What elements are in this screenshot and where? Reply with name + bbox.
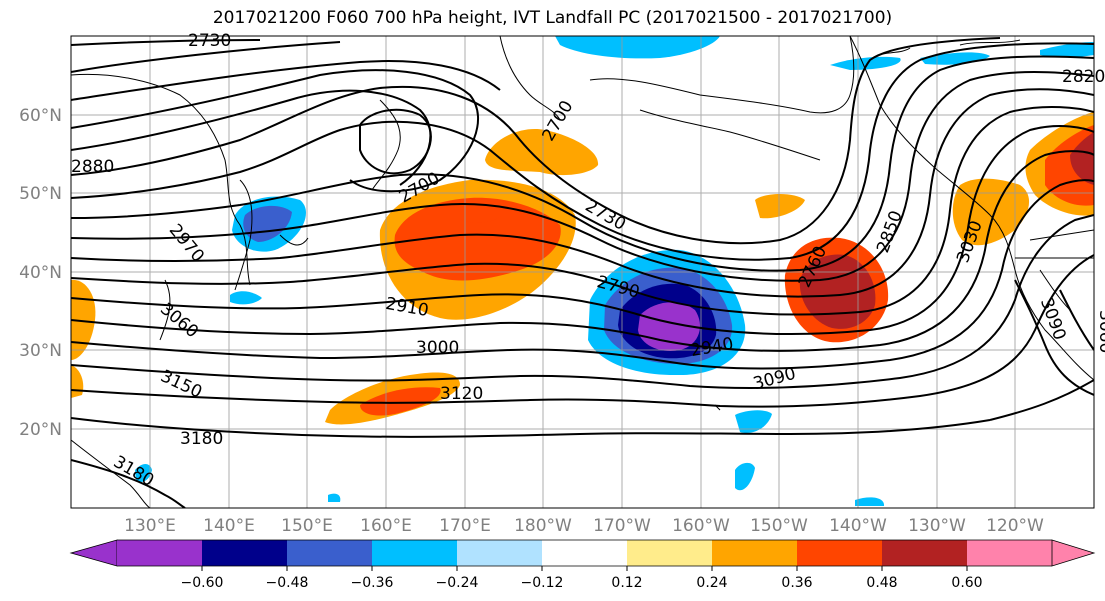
lon-labels: 130°E 140°E 150°E 160°E 170°E 180°W 170°… xyxy=(124,516,1044,536)
lon-label: 170°E xyxy=(439,516,491,536)
colorbar-tick-label: −0.12 xyxy=(521,575,564,591)
colorbar-outline xyxy=(117,539,1052,567)
contour-label: 3060 xyxy=(1095,310,1105,353)
lat-label: 30°N xyxy=(19,341,62,361)
lon-label: 150°E xyxy=(281,516,333,536)
colorbar-extend-low xyxy=(69,539,118,567)
contour-label: 3180 xyxy=(180,429,223,449)
lon-label: 180°W xyxy=(514,516,572,536)
colorbar-tick-label: −0.60 xyxy=(181,575,224,591)
contour-label: 2880 xyxy=(71,157,114,177)
contour-label: 2730 xyxy=(188,31,231,51)
contour-label: 2820 xyxy=(1062,67,1105,87)
lon-label: 130°E xyxy=(124,516,176,536)
lat-label: 40°N xyxy=(19,263,62,283)
colorbar-tick-label: 0.12 xyxy=(611,575,642,591)
lon-label: 170°W xyxy=(593,516,651,536)
colorbar-tick-label: 0.60 xyxy=(951,575,982,591)
contour-label: 3000 xyxy=(416,338,459,358)
map-frame xyxy=(70,35,1095,509)
colorbar-bin xyxy=(117,540,202,566)
lon-label: 160°W xyxy=(672,516,730,536)
colorbar-tick-label: −0.36 xyxy=(351,575,394,591)
colorbar-bin xyxy=(287,540,372,566)
lon-label: 130°W xyxy=(908,516,966,536)
lon-label: 150°W xyxy=(750,516,808,536)
colorbar-bin xyxy=(627,540,712,566)
lon-label: 160°E xyxy=(360,516,412,536)
chart-title: 2017021200 F060 700 hPa height, IVT Land… xyxy=(212,8,893,28)
colorbar-bin xyxy=(202,540,287,566)
lon-label: 120°W xyxy=(986,516,1044,536)
colorbar: −0.60 −0.48 −0.36 −0.24 −0.12 0.12 0.24 … xyxy=(69,539,1096,591)
colorbar-bin xyxy=(967,540,1052,566)
lat-label: 20°N xyxy=(19,420,62,440)
colorbar-bin xyxy=(797,540,882,566)
colorbar-tick-label: 0.48 xyxy=(866,575,897,591)
colorbar-bin xyxy=(457,540,542,566)
contour-label: 3120 xyxy=(440,384,483,404)
colorbar-extend-high xyxy=(1051,539,1096,567)
lon-label: 140°E xyxy=(203,516,255,536)
colorbar-tick-label: −0.24 xyxy=(436,575,479,591)
colorbar-bin xyxy=(882,540,967,566)
lon-label: 140°W xyxy=(829,516,887,536)
lat-label: 60°N xyxy=(19,106,62,126)
colorbar-tick-label: −0.48 xyxy=(266,575,309,591)
colorbar-bin xyxy=(542,540,627,566)
lat-label: 50°N xyxy=(19,184,62,204)
colorbar-tick-label: 0.24 xyxy=(696,575,727,591)
lat-labels: 60°N 50°N 40°N 30°N 20°N xyxy=(19,106,62,440)
colorbar-bin xyxy=(372,540,457,566)
coastlines xyxy=(71,36,1094,508)
colorbar-bin xyxy=(712,540,797,566)
height-contours xyxy=(71,37,1094,508)
colorbar-tick-label: 0.36 xyxy=(781,575,812,591)
